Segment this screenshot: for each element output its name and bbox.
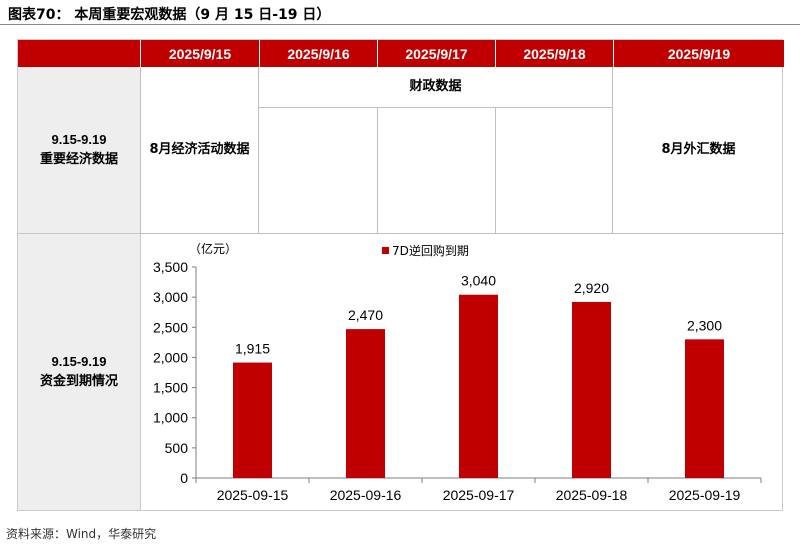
header-date-4: 2025/9/18	[495, 40, 613, 67]
legend-swatch	[382, 247, 389, 254]
cell-empty-916	[259, 107, 378, 234]
figure-title: 图表70： 本周重要宏观数据（9 月 15 日-19 日）	[8, 7, 331, 23]
cell-empty-918	[495, 107, 613, 234]
reverse-repo-maturity-chart: （亿元） 7D逆回购到期 0 500 1,000 1,500 2,000 2,500 3,000…	[153, 241, 762, 503]
y-tick-label: 2,500	[153, 319, 188, 335]
bar-2025-09-17	[459, 294, 498, 478]
cell-fiscal-data: 财政数据	[259, 67, 613, 108]
source-note: 资料来源：Wind，华泰研究	[6, 527, 157, 541]
row-label-text: 重要经济数据	[39, 152, 118, 167]
data-label: 2,300	[687, 317, 722, 333]
row-label-text-2: 资金到期情况	[39, 374, 118, 389]
bar-2025-09-19	[685, 339, 724, 478]
x-tick-label: 2025-09-15	[217, 487, 289, 503]
cell-fx-data: 8月外汇数据	[612, 67, 784, 234]
x-tick-label: 2025-09-19	[669, 487, 741, 503]
y-tick-label: 2,000	[153, 349, 188, 365]
y-unit-label: （亿元）	[189, 241, 237, 256]
y-tick-label: 3,500	[153, 259, 188, 275]
macro-data-table: 2025/9/15 2025/9/16 2025/9/17 2025/9/18 …	[17, 39, 784, 511]
row-label-funding-maturity: 9.15-9.19 资金到期情况	[18, 234, 140, 510]
y-tick-label: 0	[180, 470, 188, 486]
legend-label: 7D逆回购到期	[392, 243, 469, 258]
cell-activity-data: 8月经济活动数据	[140, 67, 259, 234]
bar-2025-09-16	[346, 329, 385, 478]
y-tick-label: 500	[165, 440, 189, 456]
x-tick-label: 2025-09-18	[556, 487, 628, 503]
cell-empty-917	[377, 107, 496, 234]
title-divider	[0, 24, 800, 25]
header-corner	[18, 40, 140, 67]
row-label-date-range-2: 9.15-9.19	[51, 354, 107, 369]
bar-2025-09-18	[572, 301, 611, 478]
data-label: 1,915	[235, 341, 270, 357]
y-tick-label: 1,500	[153, 380, 188, 396]
row-label-economic-data: 9.15-9.19 重要经济数据	[18, 67, 140, 234]
header-date-5: 2025/9/19	[613, 40, 784, 67]
header-date-3: 2025/9/17	[377, 40, 495, 67]
header-date-1: 2025/9/15	[140, 40, 259, 67]
row-label-date-range: 9.15-9.19	[51, 132, 107, 147]
data-label: 2,920	[574, 280, 609, 296]
chart-area: （亿元） 7D逆回购到期 0 500 1,000 1,500 2,000 2,500 3,000…	[140, 234, 784, 510]
x-tick-label: 2025-09-16	[330, 487, 402, 503]
y-tick-label: 1,000	[153, 410, 188, 426]
data-label: 2,470	[348, 307, 383, 323]
bar-2025-09-15	[233, 362, 272, 478]
data-label: 3,040	[461, 273, 496, 289]
x-tick-label: 2025-09-17	[443, 487, 515, 503]
y-tick-label: 3,000	[153, 289, 188, 305]
header-date-2: 2025/9/16	[259, 40, 377, 67]
